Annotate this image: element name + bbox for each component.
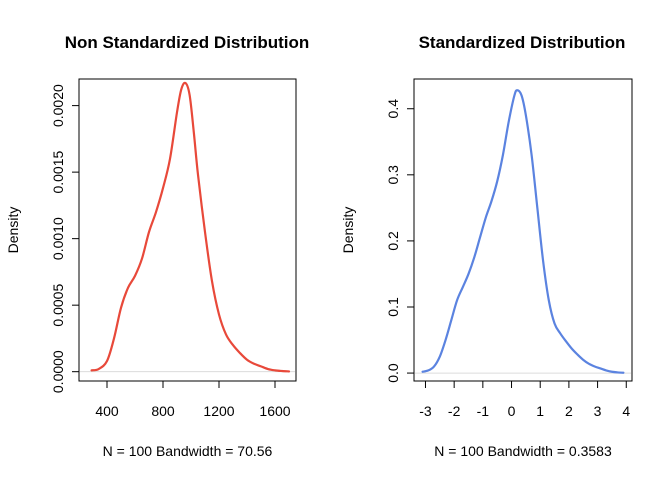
x-tick-label: 400 (95, 403, 119, 419)
x-tick-label: -3 (419, 403, 432, 419)
x-tick-label: 2 (565, 403, 573, 419)
x-tick-label: 3 (594, 403, 602, 419)
density-curve (421, 89, 625, 374)
density-curve (90, 81, 291, 373)
chart-title: Non Standardized Distribution (65, 33, 310, 52)
chart-title: Standardized Distribution (419, 33, 626, 52)
chart-panel-2: Standardized Distribution -3 -2 -1 0 1 2 3 4 0.0 0… (340, 33, 633, 459)
y-tick-label: 0.0000 (50, 350, 66, 393)
x-tick-label: 1600 (259, 403, 290, 419)
y-tick-label: 0.3 (385, 165, 401, 185)
chart-panel-1: Non Standardized Distribution 400 800 1200 1… (5, 33, 309, 459)
y-tick-label: 0.4 (385, 99, 401, 119)
x-axis-label: N = 100 Bandwidth = 0.3583 (434, 443, 612, 459)
y-tick-label: 0.0020 (50, 84, 66, 127)
y-tick-label: 0.0015 (50, 151, 66, 194)
x-tick-label: 0 (508, 403, 516, 419)
x-tick-label: 1200 (203, 403, 234, 419)
y-axis-label: Density (340, 207, 356, 254)
x-axis-label: N = 100 Bandwidth = 70.56 (103, 443, 273, 459)
x-tick-label: -1 (477, 403, 490, 419)
x-tick-label: 1 (536, 403, 544, 419)
y-tick-label: 0.1 (385, 297, 401, 317)
x-tick-label: 4 (622, 403, 630, 419)
y-tick-label: 0.0 (385, 363, 401, 383)
x-tick-label: -2 (448, 403, 461, 419)
x-tick-label: 800 (151, 403, 175, 419)
plot-frame (78, 78, 297, 382)
y-tick-label: 0.2 (385, 231, 401, 251)
y-tick-label: 0.0005 (50, 284, 66, 327)
y-tick-label: 0.0010 (50, 217, 66, 260)
y-axis-label: Density (5, 207, 21, 254)
